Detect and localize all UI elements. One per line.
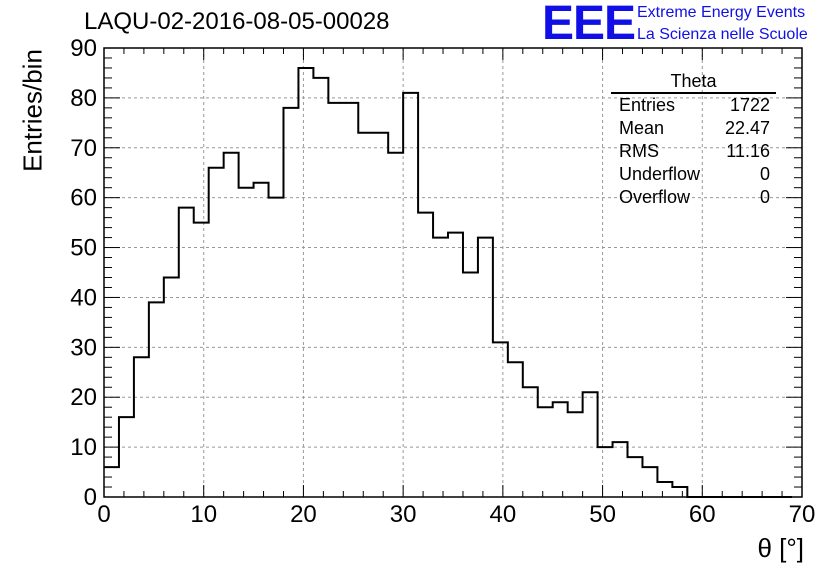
y-tick-label: 10 bbox=[70, 434, 97, 461]
x-tick-label: 10 bbox=[190, 501, 217, 528]
x-tick-label: 60 bbox=[689, 501, 716, 528]
x-tick-label: 30 bbox=[390, 501, 417, 528]
logo-line-2: La Scienza nelle Scuole bbox=[637, 26, 808, 43]
grid-lines bbox=[104, 48, 802, 497]
y-tick-label: 30 bbox=[70, 334, 97, 361]
stats-value: 0 bbox=[759, 187, 770, 207]
x-tick-label: 40 bbox=[490, 501, 517, 528]
eee-logo-mark: EEE bbox=[542, 0, 636, 50]
y-tick-label: 70 bbox=[70, 135, 97, 162]
stats-row-mean: Mean 22.47 bbox=[611, 117, 776, 140]
logo-line-1: Extreme Energy Events bbox=[637, 4, 806, 21]
plot-frame bbox=[103, 47, 803, 498]
stats-label: RMS bbox=[619, 141, 659, 161]
stats-box-title: Theta bbox=[611, 70, 776, 94]
histogram-step-line bbox=[104, 66, 793, 498]
stats-row-entries: Entries 1722 bbox=[611, 94, 776, 117]
x-tick-label: 20 bbox=[290, 501, 317, 528]
y-tick-label: 40 bbox=[70, 284, 97, 311]
stats-label: Overflow bbox=[619, 187, 691, 207]
stats-row-rms: RMS 11.16 bbox=[611, 140, 776, 163]
y-tick-label: 50 bbox=[70, 235, 97, 262]
y-tick-label: 80 bbox=[70, 85, 97, 112]
y-axis-title: Entries/bin bbox=[17, 49, 48, 172]
stats-value: 11.16 bbox=[726, 141, 770, 161]
stats-label: Underflow bbox=[619, 164, 701, 184]
stats-row-underflow: Underflow 0 bbox=[611, 163, 776, 186]
x-axis-title: θ [°] bbox=[757, 533, 804, 563]
y-tick-label: 0 bbox=[84, 484, 97, 511]
x-tick-label: 70 bbox=[789, 501, 816, 528]
stats-value: 1722 bbox=[729, 95, 770, 115]
chart-title: LAQU-02-2016-08-05-00028 bbox=[84, 8, 390, 35]
stats-label: Entries bbox=[619, 95, 676, 115]
y-tick-label: 90 bbox=[70, 35, 97, 62]
x-tick-label: 50 bbox=[589, 501, 616, 528]
stats-row-overflow: Overflow 0 bbox=[611, 186, 776, 209]
stats-label: Mean bbox=[619, 118, 665, 138]
tick-labels: 0 10 20 30 40 50 60 70 0 10 20 30 40 50 60 70 80 90 bbox=[70, 35, 815, 528]
stats-value: 0 bbox=[759, 164, 770, 184]
stats-box: Theta Entries 1722 Mean 22.47 RMS 11.16 … bbox=[611, 70, 776, 209]
stats-value: 22.47 bbox=[724, 118, 770, 138]
y-tick-label: 20 bbox=[70, 384, 97, 411]
x-tick-label: 0 bbox=[97, 501, 110, 528]
y-tick-label: 60 bbox=[70, 185, 97, 212]
